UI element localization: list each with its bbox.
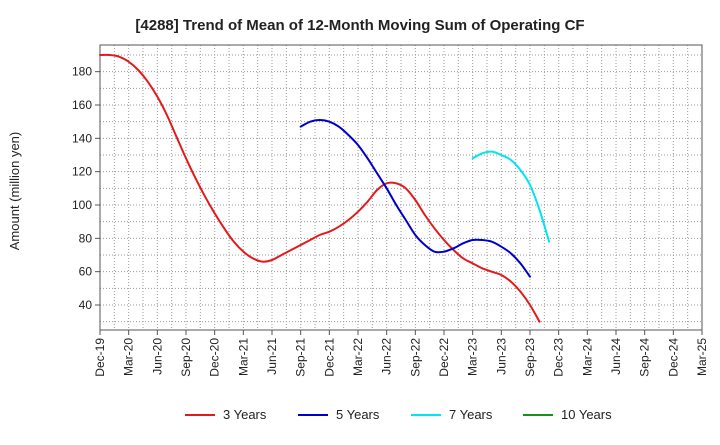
series-layer [99, 53, 551, 323]
legend-layer: 3 Years 5 Years 7 Years 10 Years [185, 407, 612, 422]
x-tick-label: Mar-23 [466, 338, 480, 376]
legend-label-7-years: 7 Years [449, 407, 493, 422]
x-tick-label: Sep-21 [294, 338, 308, 377]
y-axis-label: Amount (million yen) [7, 132, 22, 251]
series-line-5-years [299, 119, 531, 278]
grid-layer [100, 45, 702, 330]
x-tick-label: Jun-24 [609, 338, 623, 375]
y-tick-label: 180 [72, 65, 92, 79]
x-tick-label: Sep-23 [523, 338, 537, 377]
y-tick-label: 140 [72, 131, 92, 145]
x-tick-label: Mar-20 [122, 338, 136, 376]
chart-title: [4288] Trend of Mean of 12-Month Moving … [135, 17, 584, 34]
plot-frame [99, 44, 703, 331]
y-tick-label: 80 [79, 231, 93, 245]
x-tick-label: Mar-24 [580, 338, 594, 376]
x-tick-label: Mar-22 [351, 338, 365, 376]
x-tick-label: Jun-21 [265, 338, 279, 375]
legend-label-10-years: 10 Years [561, 407, 612, 422]
x-tick-label: Jun-22 [380, 338, 394, 375]
series-line-7-years [471, 150, 551, 243]
series-line-3-years [99, 53, 541, 323]
x-tick-label: Dec-22 [437, 338, 451, 377]
x-tick-label: Sep-22 [408, 338, 422, 377]
legend-label-3-years: 3 Years [223, 407, 267, 422]
x-tick-label: Dec-23 [552, 338, 566, 377]
x-tick-label: Jun-23 [494, 338, 508, 375]
y-tick-label: 160 [72, 98, 92, 112]
x-tick-label: Jun-20 [150, 338, 164, 375]
x-tick-label: Dec-20 [208, 338, 222, 377]
y-tick-label: 60 [79, 265, 93, 279]
legend-label-5-years: 5 Years [336, 407, 380, 422]
y-tick-label: 40 [79, 298, 93, 312]
x-tick-label: Mar-21 [236, 338, 250, 376]
y-tick-label: 120 [72, 165, 92, 179]
y-tick-label: 100 [72, 198, 92, 212]
x-tick-label: Sep-20 [179, 338, 193, 377]
x-tick-label: Dec-24 [666, 338, 680, 377]
x-tick-label: Sep-24 [638, 338, 652, 377]
x-tick-label: Dec-19 [93, 338, 107, 377]
x-tick-label: Dec-21 [322, 338, 336, 377]
axis-layer: 40 60 80 100 120 140 160 180 Dec-19 Mar-20 Jun-20 S… [72, 44, 709, 377]
x-tick-label: Mar-25 [695, 338, 709, 376]
